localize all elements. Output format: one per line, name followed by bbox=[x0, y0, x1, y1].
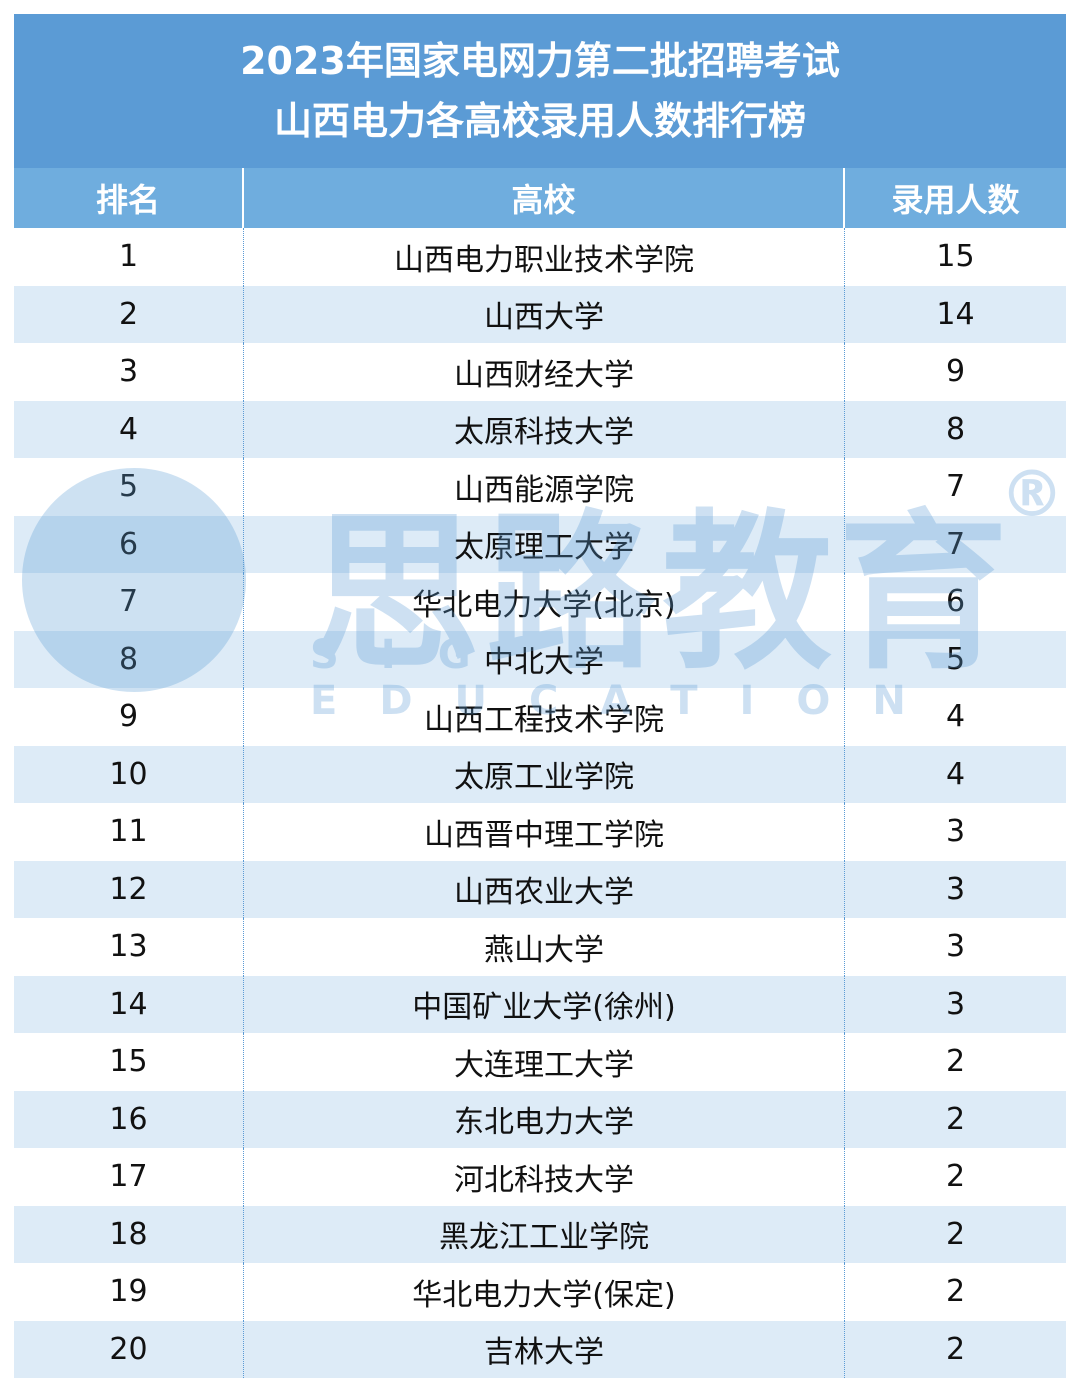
rank-cell: 12 bbox=[14, 860, 244, 918]
school-cell: 中北大学 bbox=[244, 630, 845, 688]
table-row: 11 山西晋中理工学院 3 bbox=[14, 803, 1066, 861]
count-cell: 9 bbox=[945, 354, 966, 390]
table-body: 1 山西电力职业技术学院 15 2 山西大学 14 3 山西财经大学 9 4 太原科技大学 8 5 山西能… bbox=[14, 228, 1066, 1378]
school-cell: 山西工程技术学院 bbox=[244, 688, 845, 746]
table-row: 14 中国矿业大学(徐州) 3 bbox=[14, 975, 1066, 1033]
school-cell: 太原理工大学 bbox=[244, 515, 845, 573]
school-cell: 中国矿业大学(徐州) bbox=[244, 975, 845, 1033]
table-row: 3 山西财经大学 9 bbox=[14, 343, 1066, 401]
rank-cell: 4 bbox=[14, 400, 244, 458]
count-cell: 3 bbox=[945, 814, 966, 850]
rank-cell: 11 bbox=[14, 803, 244, 861]
school-cell: 大连理工大学 bbox=[244, 1033, 845, 1091]
table-row: 18 黑龙江工业学院 2 bbox=[14, 1205, 1066, 1263]
school-cell: 华北电力大学(保定) bbox=[244, 1263, 845, 1321]
table-row: 19 华北电力大学(保定) 2 bbox=[14, 1263, 1066, 1321]
table-row: 20 吉林大学 2 bbox=[14, 1320, 1066, 1378]
table-row: 10 太原工业学院 4 bbox=[14, 745, 1066, 803]
school-cell: 山西晋中理工学院 bbox=[244, 803, 845, 861]
rank-cell: 7 bbox=[14, 573, 244, 631]
rank-cell: 16 bbox=[14, 1090, 244, 1148]
table-row: 4 太原科技大学 8 bbox=[14, 400, 1066, 458]
rank-cell: 2 bbox=[14, 285, 244, 343]
table-row: 9 山西工程技术学院 4 bbox=[14, 688, 1066, 746]
count-cell: 6 bbox=[945, 584, 966, 620]
rank-cell: 9 bbox=[14, 688, 244, 746]
table-row: 8 中北大学 5 bbox=[14, 630, 1066, 688]
count-cell: 2 bbox=[945, 1331, 966, 1367]
count-cell: 2 bbox=[945, 1044, 966, 1080]
rank-cell: 8 bbox=[14, 630, 244, 688]
header-row: 排名 高校 录用人数 bbox=[14, 168, 1066, 228]
school-cell: 河北科技大学 bbox=[244, 1148, 845, 1206]
count-cell: 3 bbox=[945, 871, 966, 907]
school-cell: 东北电力大学 bbox=[244, 1090, 845, 1148]
count-cell: 7 bbox=[945, 469, 966, 505]
table-row: 17 河北科技大学 2 bbox=[14, 1148, 1066, 1206]
count-cell: 2 bbox=[945, 1216, 966, 1252]
school-cell: 山西能源学院 bbox=[244, 458, 845, 516]
count-cell: 2 bbox=[945, 1101, 966, 1137]
rank-cell: 3 bbox=[14, 343, 244, 401]
rank-cell: 19 bbox=[14, 1263, 244, 1321]
table-row: 13 燕山大学 3 bbox=[14, 918, 1066, 976]
table-row: 1 山西电力职业技术学院 15 bbox=[14, 228, 1066, 286]
count-cell: 3 bbox=[945, 929, 966, 965]
school-cell: 华北电力大学(北京) bbox=[244, 573, 845, 631]
rank-cell: 17 bbox=[14, 1148, 244, 1206]
school-cell: 山西电力职业技术学院 bbox=[244, 228, 845, 286]
table-row: 15 大连理工大学 2 bbox=[14, 1033, 1066, 1091]
table-row: 2 山西大学 14 bbox=[14, 285, 1066, 343]
count-cell: 14 bbox=[936, 296, 975, 332]
title-bar: 2023年国家电网力第二批招聘考试 山西电力各高校录用人数排行榜 bbox=[14, 14, 1066, 168]
table-row: 7 华北电力大学(北京) 6 bbox=[14, 573, 1066, 631]
count-cell: 7 bbox=[945, 526, 966, 562]
rank-cell: 15 bbox=[14, 1033, 244, 1091]
rank-cell: 20 bbox=[14, 1320, 244, 1378]
count-cell: 5 bbox=[945, 641, 966, 677]
school-cell: 山西农业大学 bbox=[244, 860, 845, 918]
table-row: 12 山西农业大学 3 bbox=[14, 860, 1066, 918]
school-cell: 黑龙江工业学院 bbox=[244, 1205, 845, 1263]
count-cell: 3 bbox=[945, 986, 966, 1022]
rank-cell: 1 bbox=[14, 228, 244, 286]
count-cell: 2 bbox=[945, 1274, 966, 1310]
table-row: 5 山西能源学院 7 bbox=[14, 458, 1066, 516]
school-cell: 燕山大学 bbox=[244, 918, 845, 976]
rank-cell: 10 bbox=[14, 745, 244, 803]
title-line: 2023年国家电网力第二批招聘考试 bbox=[240, 39, 840, 83]
rank-cell: 18 bbox=[14, 1205, 244, 1263]
count-cell: 2 bbox=[945, 1159, 966, 1195]
ranking-table: 2023年国家电网力第二批招聘考试 山西电力各高校录用人数排行榜 排名 高校 录… bbox=[14, 14, 1066, 1378]
column-header: 录用人数 bbox=[891, 181, 1020, 219]
rank-cell: 6 bbox=[14, 515, 244, 573]
rank-cell: 13 bbox=[14, 918, 244, 976]
school-cell: 山西大学 bbox=[244, 285, 845, 343]
column-header: 高校 bbox=[244, 168, 845, 228]
school-cell: 太原工业学院 bbox=[244, 745, 845, 803]
school-cell: 太原科技大学 bbox=[244, 400, 845, 458]
column-header: 排名 bbox=[14, 168, 244, 228]
count-cell: 8 bbox=[945, 411, 966, 447]
title-line: 山西电力各高校录用人数排行榜 bbox=[273, 99, 806, 143]
rank-cell: 5 bbox=[14, 458, 244, 516]
count-cell: 4 bbox=[945, 756, 966, 792]
table-row: 16 东北电力大学 2 bbox=[14, 1090, 1066, 1148]
count-cell: 4 bbox=[945, 699, 966, 735]
count-cell: 15 bbox=[936, 239, 975, 275]
table-row: 6 太原理工大学 7 bbox=[14, 515, 1066, 573]
rank-cell: 14 bbox=[14, 975, 244, 1033]
school-cell: 山西财经大学 bbox=[244, 343, 845, 401]
school-cell: 吉林大学 bbox=[244, 1320, 845, 1378]
